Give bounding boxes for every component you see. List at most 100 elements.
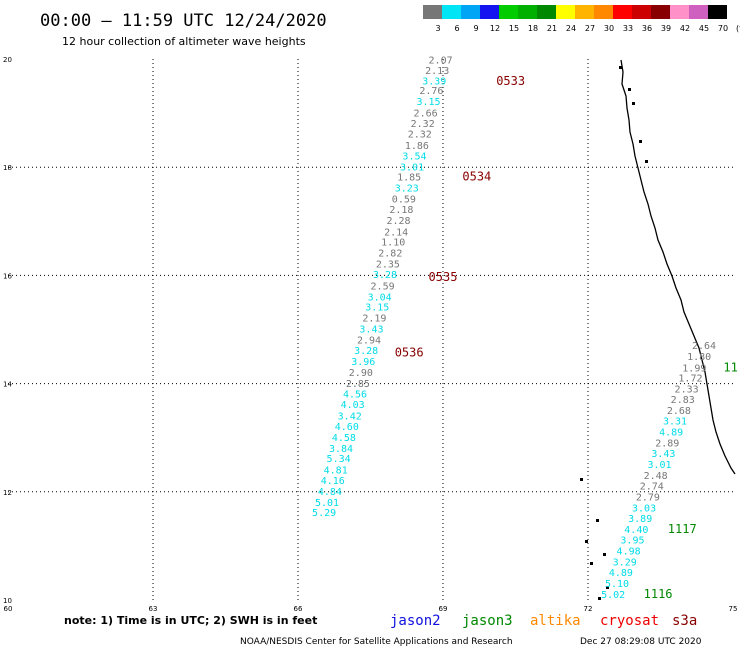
wave-height-value: 3.31 xyxy=(663,417,687,428)
wave-height-value: 2.85 xyxy=(346,379,370,390)
wave-height-value: 3.23 xyxy=(395,184,419,195)
footer-note: note: 1) Time is in UTC; 2) SWH is in fe… xyxy=(64,614,317,627)
coastline xyxy=(580,59,736,600)
wave-height-value: 1.99 xyxy=(682,364,706,375)
page-subtitle: 12 hour collection of altimeter wave hei… xyxy=(62,35,306,48)
wave-height-value: 2.13 xyxy=(425,66,449,77)
credit-line: NOAA/NESDIS Center for Satellite Applica… xyxy=(240,637,513,647)
mission-altika: altika xyxy=(530,613,581,629)
x-tick-label: 72 xyxy=(584,605,593,613)
wave-height-value: 0.59 xyxy=(392,194,416,205)
wave-height-value: 3.03 xyxy=(632,503,656,514)
color-swatch xyxy=(537,5,556,19)
wave-height-value: 2.07 xyxy=(429,55,453,66)
wave-height-value: 3.84 xyxy=(329,444,353,455)
color-swatch xyxy=(689,5,708,19)
x-tick-label: 60 xyxy=(4,605,13,613)
wave-height-value: 4.98 xyxy=(617,547,641,558)
wave-height-value: 1.86 xyxy=(405,141,429,152)
wave-height-value: 2.66 xyxy=(414,108,438,119)
wave-height-value: 3.15 xyxy=(365,303,389,314)
pass-time-label: 1116 xyxy=(644,587,673,601)
pass-time-label: 0533 xyxy=(496,74,525,88)
y-tick-label: 14 xyxy=(3,381,12,389)
wave-height-value: 5.29 xyxy=(312,508,336,519)
x-tick-label: 63 xyxy=(149,605,158,613)
wave-height-value: 2.74 xyxy=(640,482,664,493)
wave-height-value: 2.35 xyxy=(376,259,400,270)
wave-height-value: 4.84 xyxy=(318,487,342,498)
y-tick-label: 12 xyxy=(3,489,12,497)
wave-height-value: 2.18 xyxy=(389,205,413,216)
wave-height-value: 4.56 xyxy=(343,390,367,401)
y-tick-label: 10 xyxy=(3,597,12,605)
wave-height-value: 3.01 xyxy=(400,162,424,173)
color-scale-label: 36 xyxy=(642,24,652,33)
wave-height-value: 3.28 xyxy=(373,270,397,281)
mission-legend: jason2 jason3 altika cryosat s3a xyxy=(390,613,697,629)
color-swatch xyxy=(461,5,480,19)
wave-height-value: 4.81 xyxy=(324,465,348,476)
color-swatch xyxy=(423,5,442,19)
island-mark xyxy=(628,88,631,91)
wave-height-value: 4.58 xyxy=(332,433,356,444)
mission-cryosat: cryosat xyxy=(600,613,659,629)
mission-s3a: s3a xyxy=(672,613,697,629)
wave-height-value: 4.40 xyxy=(624,525,648,536)
y-tick-label: 18 xyxy=(3,164,12,172)
island-mark xyxy=(632,102,635,105)
wave-height-value: 2.64 xyxy=(692,341,716,352)
wave-height-value: 3.89 xyxy=(628,514,652,525)
wave-height-value: 2.14 xyxy=(384,227,408,238)
wave-height-value: 2.32 xyxy=(411,119,435,130)
wave-height-value: 2.79 xyxy=(636,492,660,503)
wave-height-value: 5.02 xyxy=(601,590,625,601)
x-tick-label: 69 xyxy=(439,605,448,613)
wave-height-value: 2.19 xyxy=(362,313,386,324)
coastline-path xyxy=(620,59,736,475)
wave-height-value: 2.48 xyxy=(644,471,668,482)
island-mark xyxy=(639,140,642,143)
pass-time-label: 0534 xyxy=(462,170,491,184)
color-swatch xyxy=(518,5,537,19)
wave-height-value: 2.76 xyxy=(419,86,443,97)
color-swatch xyxy=(708,5,727,19)
color-swatch xyxy=(594,5,613,19)
wave-height-value: 3.42 xyxy=(338,411,362,422)
pass-time-label: 0535 xyxy=(429,270,458,284)
wave-height-value: 1.80 xyxy=(687,352,711,363)
wave-height-value: 2.68 xyxy=(667,406,691,417)
track-cryosat: 2.072.133.392.763.152.662.322.321.863.54… xyxy=(312,55,525,519)
color-scale-label: 42 xyxy=(680,24,690,33)
mission-jason2: jason2 xyxy=(390,613,441,629)
island-mark xyxy=(603,553,606,556)
island-mark xyxy=(619,66,622,69)
pass-time-label: 1117 xyxy=(668,522,697,536)
wave-height-value: 3.96 xyxy=(351,357,375,368)
color-swatch xyxy=(651,5,670,19)
timestamp: Dec 27 08:29:08 UTC 2020 xyxy=(580,637,702,647)
pass-time-label: 11 xyxy=(723,361,737,375)
color-scale-label: 70 xyxy=(718,24,728,33)
wave-height-value: 3.28 xyxy=(354,346,378,357)
wave-height-value: 2.59 xyxy=(371,281,395,292)
mission-jason3: jason3 xyxy=(462,613,513,629)
wave-height-value: 2.94 xyxy=(357,336,381,347)
color-scale-label: 21 xyxy=(547,24,557,33)
wave-height-value: 3.01 xyxy=(647,460,671,471)
color-swatch xyxy=(442,5,461,19)
wave-height-value: 4.89 xyxy=(609,568,633,579)
color-scale-label: 3 xyxy=(435,24,440,33)
color-swatch xyxy=(670,5,689,19)
page-title: 00:00 – 11:59 UTC 12/24/2020 xyxy=(40,11,327,31)
color-swatch xyxy=(556,5,575,19)
wave-height-value: 5.01 xyxy=(315,498,339,509)
satellite-tracks: 2.072.133.392.763.152.662.322.321.863.54… xyxy=(312,55,738,601)
wave-height-value: 2.82 xyxy=(378,248,402,259)
wave-height-value: 1.10 xyxy=(381,238,405,249)
wave-height-value: 2.32 xyxy=(408,129,432,140)
island-mark xyxy=(590,562,593,565)
wave-height-value: 2.90 xyxy=(349,368,373,379)
